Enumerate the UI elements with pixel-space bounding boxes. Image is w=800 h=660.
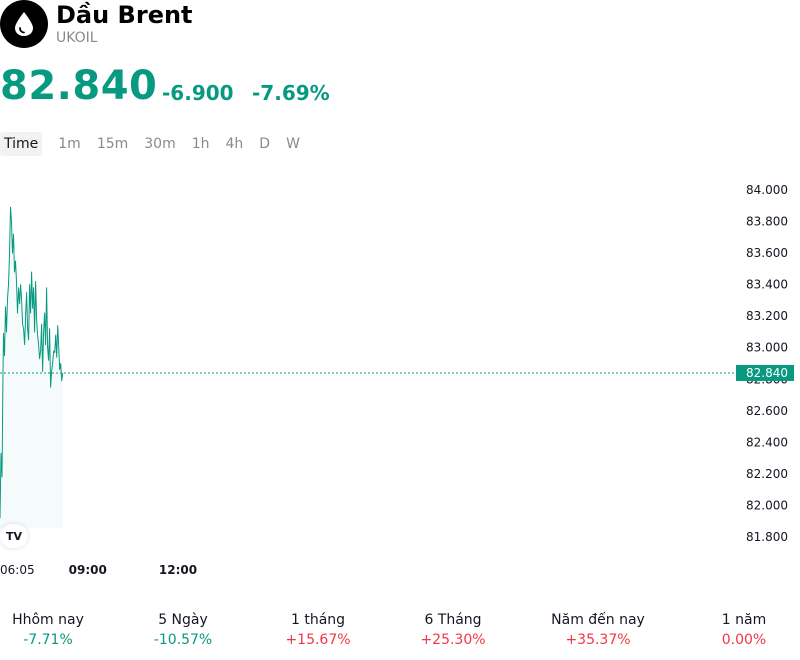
y-tick-label: 81.800: [746, 530, 788, 544]
perf-item-6m[interactable]: 6 Tháng +25.30%: [405, 612, 501, 648]
tab-d[interactable]: D: [259, 136, 271, 152]
perf-label: Năm đến nay: [551, 612, 645, 628]
perf-label: Hhôm nay: [12, 612, 84, 628]
perf-item-5d[interactable]: 5 Ngày -10.57%: [135, 612, 231, 648]
perf-value: 0.00%: [721, 632, 767, 648]
y-tick-label: 84.000: [746, 183, 788, 197]
y-tick-label: 82.600: [746, 404, 788, 418]
price-change-percent: -7.69%: [252, 81, 330, 105]
last-price: 82.840: [0, 63, 158, 109]
y-tick-label: 83.600: [746, 246, 788, 260]
tab-4h[interactable]: 4h: [225, 136, 244, 152]
perf-value: -7.71%: [23, 632, 73, 648]
perf-value: +25.30%: [420, 632, 486, 648]
perf-label: 1 tháng: [290, 612, 346, 628]
tradingview-logo[interactable]: TV: [0, 524, 28, 548]
tab-15m[interactable]: 15m: [96, 136, 129, 152]
y-tick-label: 82.200: [746, 467, 788, 481]
y-tick-label: 83.200: [746, 309, 788, 323]
y-tick-label: 83.400: [746, 278, 788, 292]
x-tick-label: 06:05: [0, 563, 35, 577]
perf-item-ytd[interactable]: Năm đến nay +35.37%: [538, 612, 658, 648]
perf-item-today[interactable]: Hhôm nay -7.71%: [0, 612, 96, 648]
instrument-ticker: UKOIL: [56, 30, 98, 46]
tab-1m[interactable]: 1m: [58, 136, 81, 152]
x-tick-label: 09:00: [69, 563, 107, 577]
perf-value: +35.37%: [565, 632, 631, 648]
perf-item-1m[interactable]: 1 tháng +15.67%: [270, 612, 366, 648]
instrument-title: Dầu Brent: [56, 1, 193, 29]
price-line: [0, 206, 64, 519]
y-tick-label: 82.400: [746, 435, 788, 449]
perf-label: 1 năm: [721, 612, 767, 628]
tab-w[interactable]: W: [286, 136, 300, 152]
brand-logo: [0, 0, 48, 48]
y-tick-label: 83.800: [746, 215, 788, 229]
tab-30m[interactable]: 30m: [144, 136, 176, 152]
current-price-badge: [736, 364, 794, 381]
tab-1h[interactable]: 1h: [191, 136, 210, 152]
y-tick-label: 83.000: [746, 341, 788, 355]
price-change: -6.900: [162, 81, 234, 105]
perf-value: +15.67%: [285, 632, 351, 648]
tab-time[interactable]: Time: [0, 132, 43, 156]
perf-item-1y[interactable]: 1 năm 0.00%: [696, 612, 792, 648]
price-area: [0, 207, 63, 529]
price-chart[interactable]: 84.000 83.800 83.600 83.400 83.200 83.000 82.8…: [0, 176, 800, 586]
current-price-label: 82.840: [746, 366, 788, 380]
timeframe-bar: Time 1m 15m 30m 1h 4h D W: [0, 132, 308, 156]
perf-label: 5 Ngày: [158, 612, 208, 628]
perf-label: 6 Tháng: [424, 612, 482, 628]
y-tick-label: 82.000: [746, 498, 788, 512]
perf-value: -10.57%: [153, 632, 213, 648]
oil-drop-icon: [15, 12, 33, 36]
x-tick-label: 12:00: [159, 563, 197, 577]
